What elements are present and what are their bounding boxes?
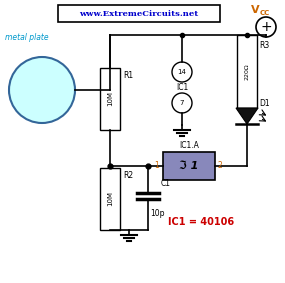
Text: R3: R3: [259, 40, 269, 50]
Circle shape: [172, 62, 192, 82]
Polygon shape: [236, 108, 258, 124]
Text: C1: C1: [161, 179, 171, 188]
Text: R2: R2: [123, 171, 133, 181]
Text: +: +: [260, 20, 272, 34]
Circle shape: [256, 17, 276, 37]
Text: V: V: [251, 5, 260, 15]
Text: metal plate: metal plate: [5, 33, 49, 42]
Text: 1: 1: [154, 162, 159, 170]
Bar: [163, 152, 215, 180]
Text: 7: 7: [180, 100, 184, 106]
Text: 10M: 10M: [107, 192, 113, 207]
Text: IC1: IC1: [176, 83, 188, 91]
Circle shape: [172, 93, 192, 113]
Text: 10p: 10p: [150, 209, 164, 218]
Text: CC: CC: [260, 10, 270, 16]
Text: IC1 = 40106: IC1 = 40106: [168, 217, 234, 227]
Text: www.ExtremeCircuits.net: www.ExtremeCircuits.net: [80, 10, 199, 18]
Bar: [58, 5, 220, 22]
Text: 10M: 10M: [107, 91, 113, 106]
Text: ℑ 1: ℑ 1: [179, 161, 199, 171]
Text: 14: 14: [178, 69, 186, 75]
Text: R1: R1: [123, 72, 133, 80]
Text: IC1.A: IC1.A: [179, 140, 199, 149]
Bar: [237, 35, 257, 108]
Text: 220Ω: 220Ω: [245, 63, 249, 80]
Bar: [100, 168, 120, 230]
Circle shape: [9, 57, 75, 123]
Text: D1: D1: [259, 98, 270, 108]
Bar: [100, 68, 120, 130]
Text: 2: 2: [218, 162, 223, 170]
